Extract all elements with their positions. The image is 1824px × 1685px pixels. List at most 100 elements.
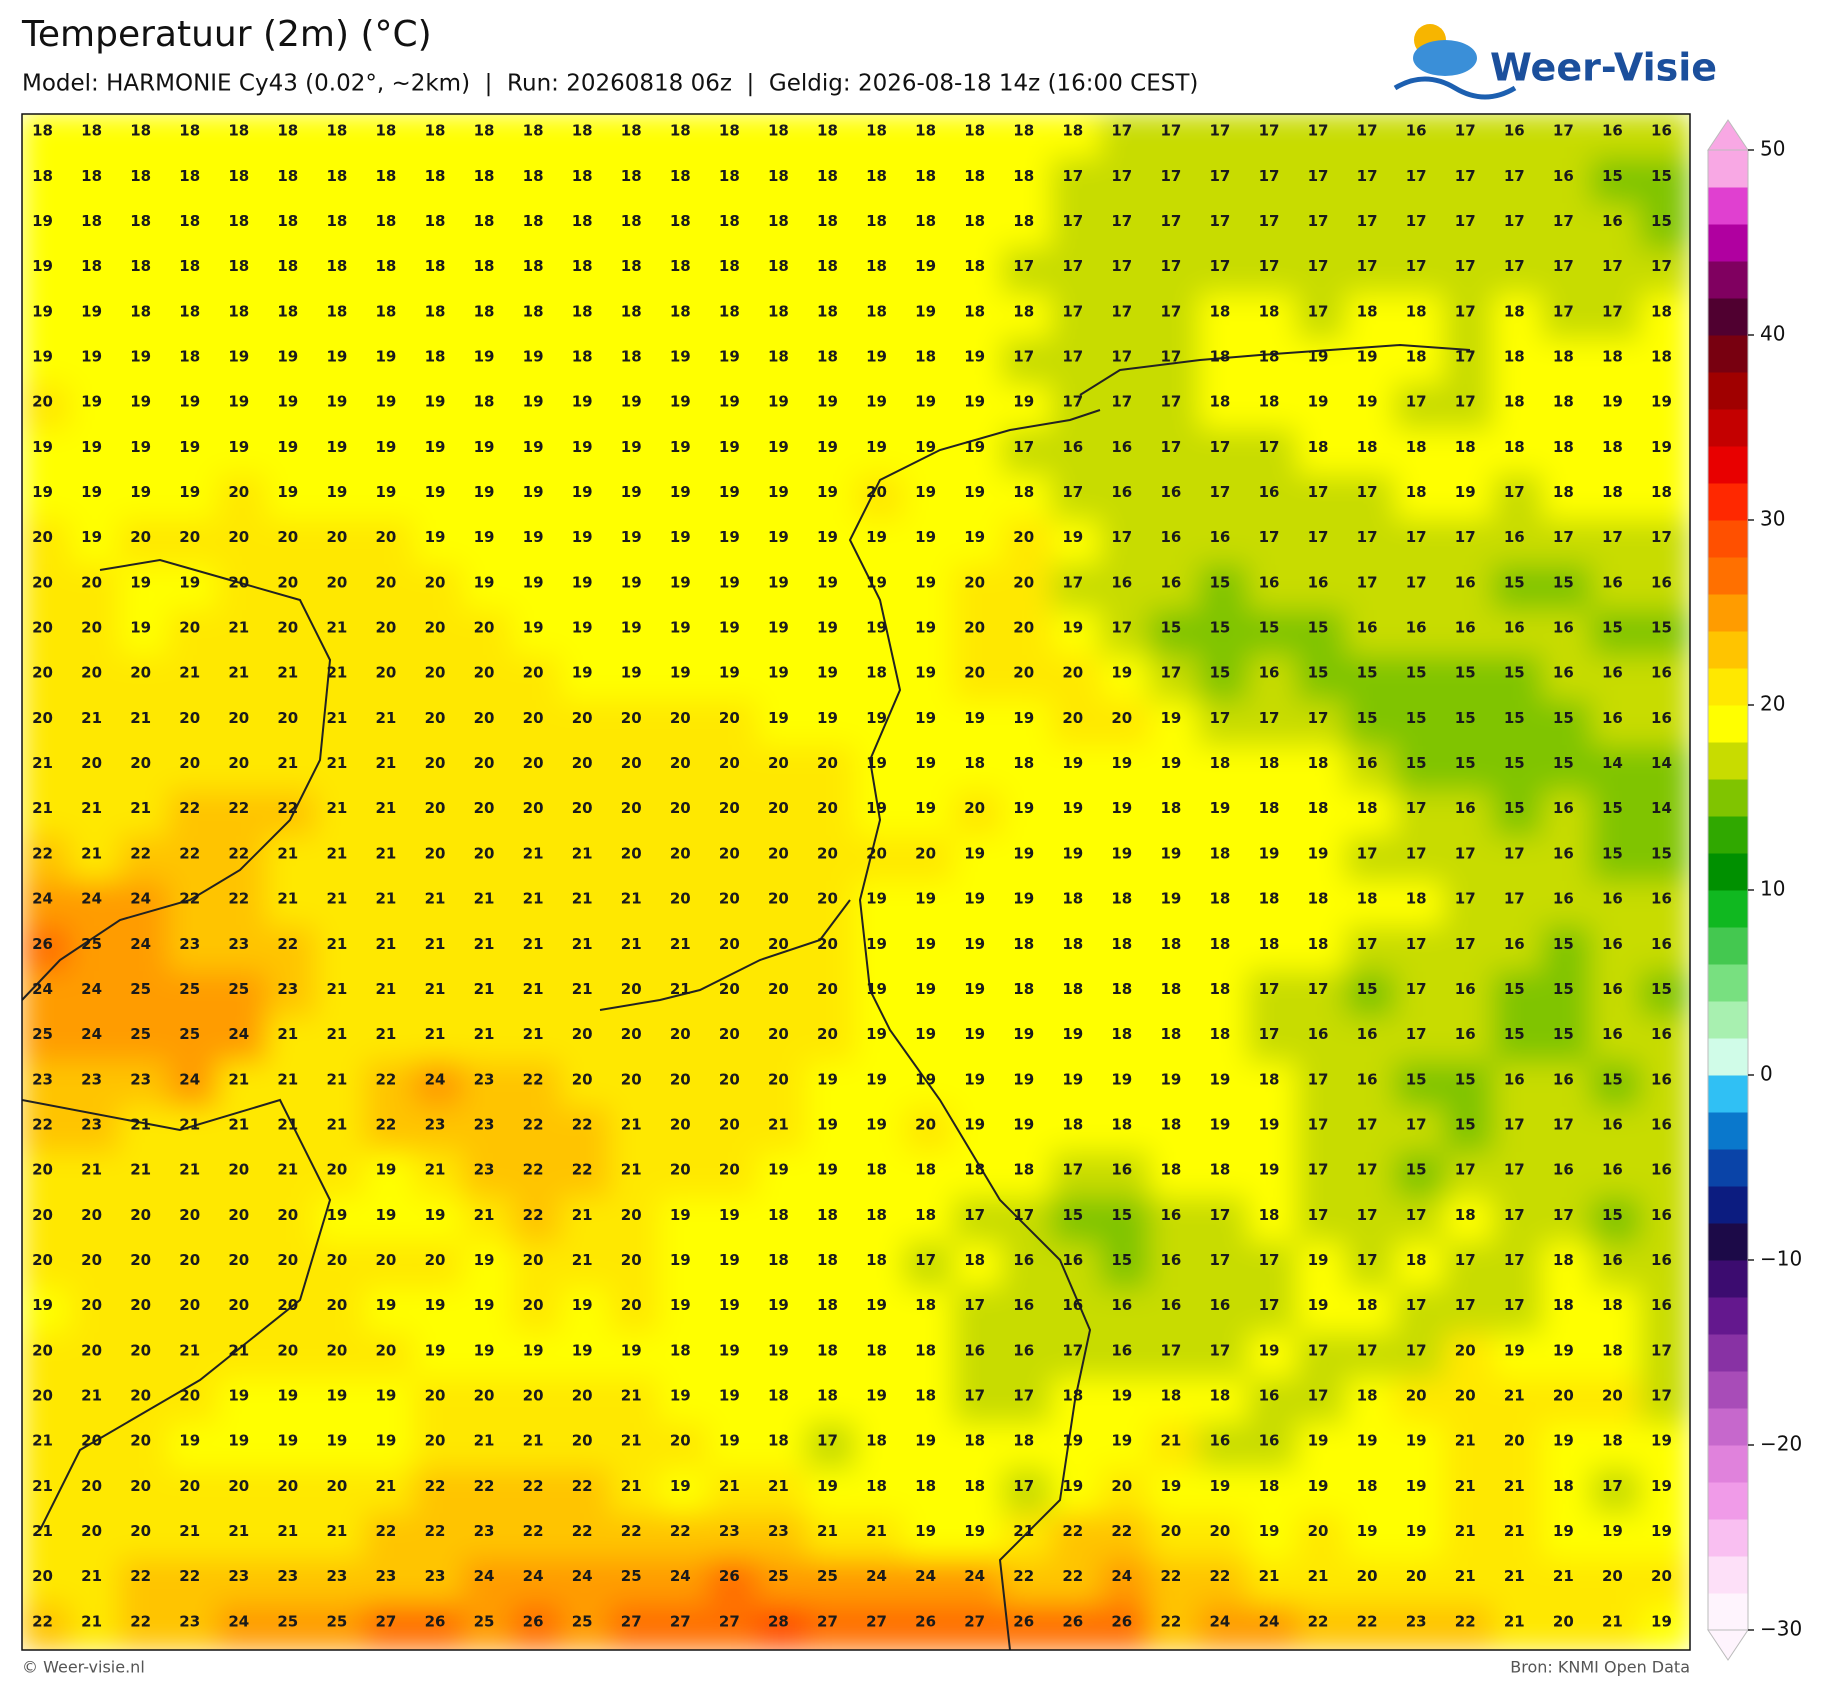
temperature-label: 19 <box>866 347 887 365</box>
temperature-label: 15 <box>1259 619 1280 637</box>
temperature-label: 20 <box>425 573 446 591</box>
temperature-label: 19 <box>915 1522 936 1540</box>
temperature-cell <box>756 609 808 658</box>
temperature-label: 20 <box>1308 1522 1329 1540</box>
temperature-cell <box>217 293 269 341</box>
temperature-cell <box>1051 158 1103 206</box>
temperature-label: 20 <box>228 1206 249 1224</box>
temperature-label: 18 <box>866 257 887 275</box>
temperature-label: 17 <box>1210 1206 1231 1224</box>
temperature-label: 17 <box>1308 1387 1329 1405</box>
temperature-label: 19 <box>670 347 691 365</box>
temperature-label: 17 <box>1259 980 1280 998</box>
colorbar-bin <box>1708 927 1748 965</box>
temperature-label: 19 <box>915 483 936 501</box>
temperature-label: 19 <box>817 1070 838 1088</box>
temperature-cell <box>1247 519 1299 567</box>
temperature-cell <box>805 293 857 341</box>
temperature-cell <box>1100 655 1152 703</box>
temperature-label: 16 <box>1259 1387 1280 1405</box>
temperature-label: 20 <box>179 1296 200 1314</box>
temperature-label: 22 <box>572 1522 593 1540</box>
temperature-label: 21 <box>376 709 397 727</box>
temperature-label: 18 <box>817 1296 838 1314</box>
temperature-cell <box>707 655 759 703</box>
temperature-label: 19 <box>326 1432 347 1450</box>
temperature-cell <box>70 429 122 477</box>
temperature-cell <box>1296 114 1348 161</box>
temperature-label: 17 <box>1013 1206 1034 1224</box>
temperature-label: 21 <box>376 980 397 998</box>
temperature-label: 17 <box>1504 212 1525 230</box>
temperature-cell <box>658 519 710 567</box>
temperature-label: 19 <box>572 393 593 411</box>
temperature-label: 21 <box>228 1341 249 1359</box>
temperature-label: 18 <box>1062 935 1083 953</box>
temperature-cell <box>805 429 857 477</box>
temperature-label: 18 <box>866 1477 887 1495</box>
temperature-cell <box>413 158 465 206</box>
temperature-cell <box>315 745 367 793</box>
temperature-cell <box>70 293 122 341</box>
temperature-cell <box>1639 158 1690 206</box>
temperature-label: 16 <box>1357 754 1378 772</box>
temperature-cell <box>1100 384 1152 432</box>
temperature-label: 17 <box>1308 483 1329 501</box>
temperature-label: 22 <box>228 844 249 862</box>
temperature-label: 17 <box>1553 302 1574 320</box>
temperature-label: 19 <box>817 438 838 456</box>
temperature-label: 18 <box>817 167 838 185</box>
colorbar-bin <box>1708 187 1748 225</box>
colorbar-bin <box>1708 594 1748 632</box>
temperature-cell <box>756 429 808 477</box>
temperature-label: 15 <box>1504 1025 1525 1043</box>
temperature-label: 17 <box>1357 483 1378 501</box>
temperature-label: 20 <box>768 980 789 998</box>
temperature-label: 18 <box>670 1341 691 1359</box>
temperature-cell <box>658 158 710 206</box>
temperature-label: 15 <box>1602 844 1623 862</box>
temperature-label: 19 <box>474 528 495 546</box>
temperature-label: 21 <box>277 1025 298 1043</box>
temperature-cell <box>119 114 171 161</box>
temperature-cell <box>511 700 563 748</box>
temperature-cell <box>22 293 73 341</box>
temperature-label: 20 <box>32 1161 53 1179</box>
temperature-label: 17 <box>1504 167 1525 185</box>
temperature-cell <box>22 474 73 522</box>
temperature-label: 21 <box>572 980 593 998</box>
colorbar-bin <box>1708 890 1748 928</box>
temperature-label: 19 <box>866 528 887 546</box>
temperature-label: 21 <box>621 1477 642 1495</box>
temperature-cell <box>119 790 171 838</box>
temperature-cell <box>904 519 956 567</box>
temperature-label: 19 <box>719 1206 740 1224</box>
temperature-cell <box>1198 384 1250 432</box>
temperature-cell <box>953 338 1005 387</box>
colorbar-bin <box>1708 372 1748 410</box>
temperature-label: 15 <box>1504 709 1525 727</box>
temperature-label: 19 <box>32 257 53 275</box>
temperature-label: 18 <box>376 122 397 140</box>
temperature-label: 18 <box>81 122 102 140</box>
temperature-label: 20 <box>425 754 446 772</box>
temperature-label: 17 <box>1160 1341 1181 1359</box>
temperature-label: 18 <box>81 257 102 275</box>
temperature-label: 18 <box>277 167 298 185</box>
temperature-label: 19 <box>1259 1161 1280 1179</box>
logo-wave <box>1393 76 1517 100</box>
temperature-label: 18 <box>1210 935 1231 953</box>
temperature-label: 19 <box>866 709 887 727</box>
temperature-cell <box>1394 114 1446 161</box>
colorbar-bin <box>1708 1408 1748 1446</box>
temperature-label: 17 <box>1406 257 1427 275</box>
temperature-cell <box>1051 384 1103 432</box>
temperature-cell <box>1149 745 1201 793</box>
temperature-cell <box>1492 114 1544 161</box>
temperature-cell <box>168 429 220 477</box>
temperature-label: 19 <box>179 393 200 411</box>
temperature-cell <box>1100 114 1152 161</box>
temperature-label: 18 <box>1602 1341 1623 1359</box>
temperature-cell <box>413 474 465 522</box>
temperature-cell <box>413 745 465 793</box>
